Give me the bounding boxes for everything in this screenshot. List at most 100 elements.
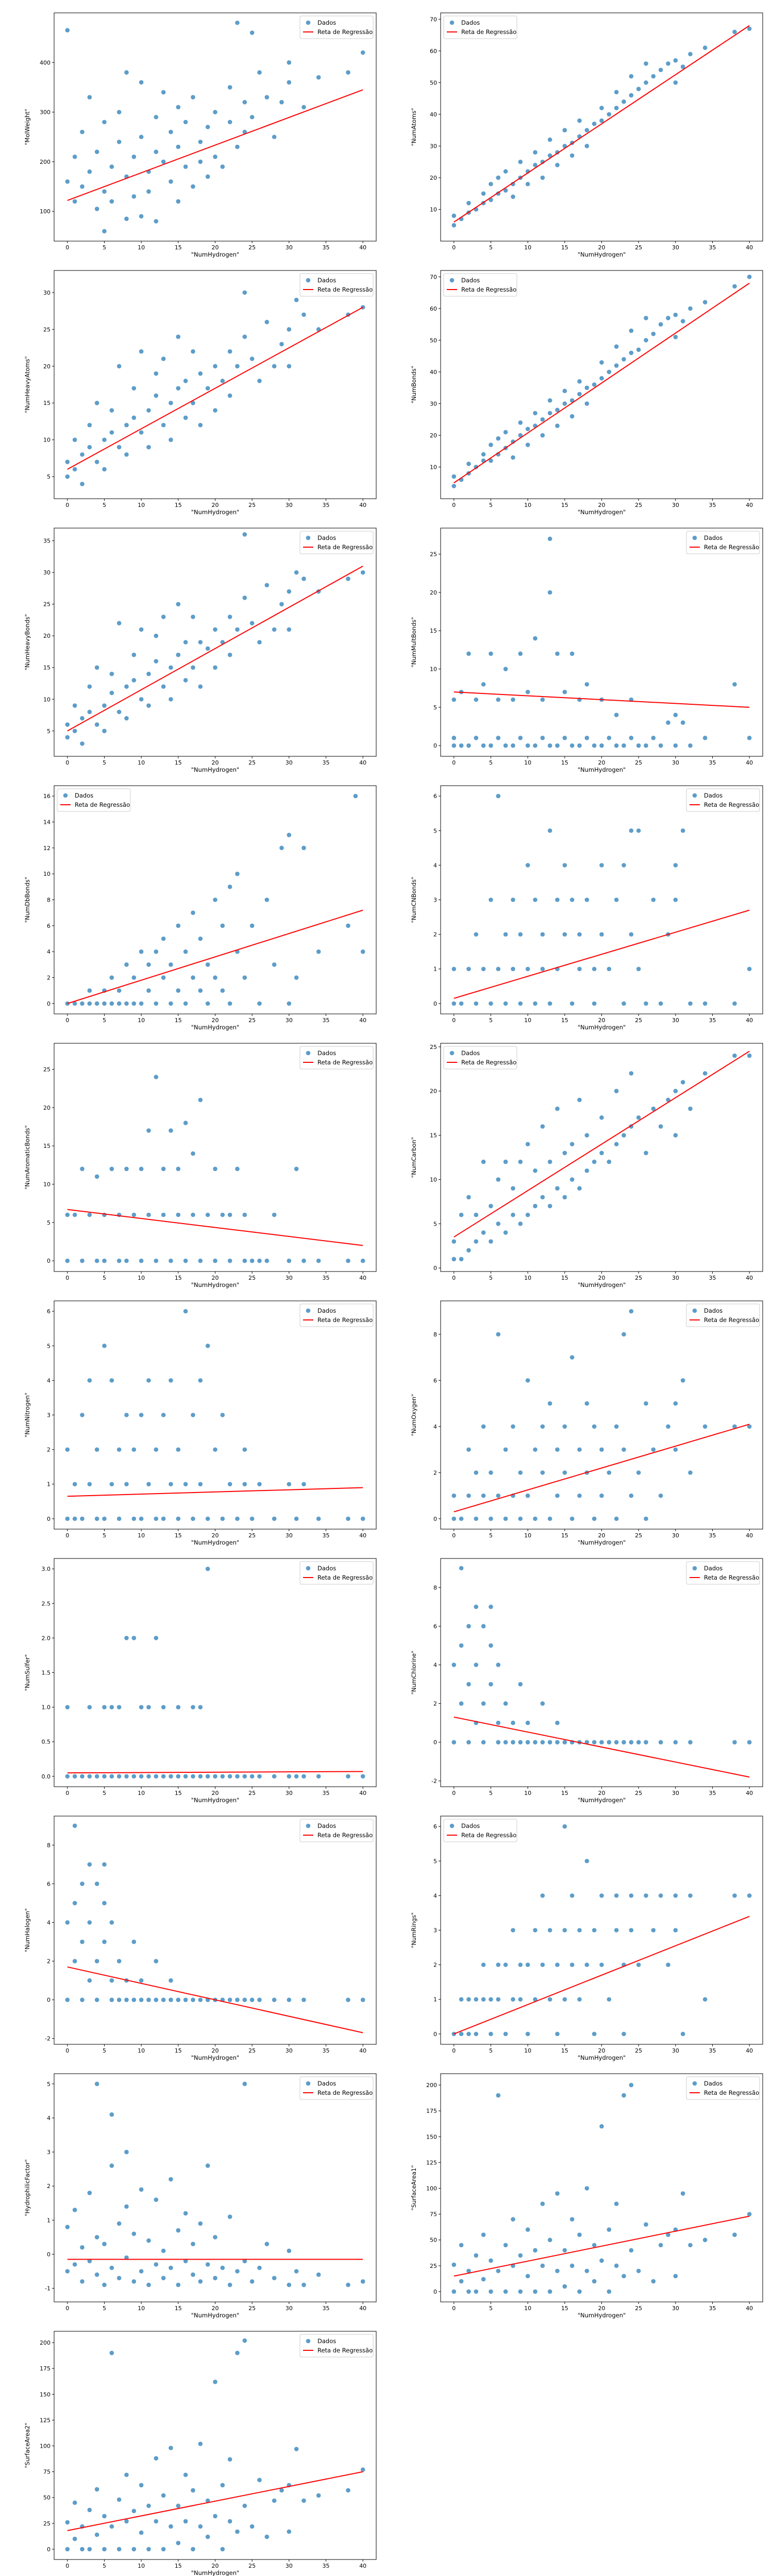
legend-marker-dados [306, 535, 311, 540]
y-tick-label: 20 [43, 1105, 51, 1111]
data-point [220, 2483, 225, 2487]
data-point [540, 433, 545, 438]
x-axis-label: "NumHydrogen" [578, 766, 626, 773]
data-point [688, 1106, 693, 1111]
data-point [72, 1516, 77, 1521]
data-point [644, 1150, 648, 1156]
data-point [169, 1258, 173, 1263]
legend-label-dados: Dados [75, 792, 93, 799]
x-tick-label: 20 [212, 1790, 219, 1797]
data-point [451, 1239, 457, 1244]
data-point [614, 713, 619, 718]
data-point [198, 1258, 203, 1263]
data-point [577, 1097, 582, 1103]
legend-marker-dados [306, 1566, 311, 1571]
x-tick-label: 5 [103, 759, 106, 766]
data-point [540, 175, 545, 180]
data-point [673, 743, 678, 748]
data-point [511, 194, 515, 199]
x-tick-label: 5 [103, 2047, 106, 2054]
data-point [489, 2289, 493, 2294]
data-point [242, 1997, 247, 2002]
data-point [466, 1682, 471, 1687]
data-point [511, 455, 515, 460]
data-point [176, 2228, 181, 2233]
data-point [518, 1001, 523, 1006]
legend-label-dados: Dados [704, 2080, 722, 2087]
data-point [481, 1962, 486, 1967]
data-point [102, 2547, 107, 2552]
y-tick-label: 50 [43, 2495, 51, 2501]
data-point [94, 665, 99, 670]
data-point [569, 2217, 575, 2222]
data-point [555, 2031, 560, 2037]
data-point [287, 327, 292, 332]
data-point [72, 1212, 77, 1217]
data-point [109, 1774, 114, 1779]
data-point [489, 458, 493, 463]
y-tick-label: 0 [47, 1516, 51, 1522]
data-point [198, 371, 203, 376]
x-tick-label: 10 [524, 1275, 531, 1281]
data-point [511, 1720, 515, 1725]
data-point [183, 1258, 188, 1263]
data-point [242, 2081, 247, 2087]
data-point [577, 1186, 582, 1191]
data-point [533, 1740, 537, 1744]
data-point [540, 1470, 545, 1475]
data-point [481, 1424, 486, 1429]
data-point [287, 60, 292, 65]
data-point [191, 1212, 195, 1217]
data-point [257, 1258, 262, 1263]
x-axis-label: "NumHydrogen" [191, 251, 240, 258]
data-point [599, 360, 604, 365]
data-point [205, 386, 210, 391]
x-tick-label: 15 [561, 2305, 568, 2312]
legend-label-dados: Dados [317, 1049, 336, 1057]
data-point [139, 1001, 144, 1006]
data-point [489, 1604, 493, 1609]
x-tick-label: 15 [175, 1790, 182, 1797]
data-point [242, 100, 247, 105]
data-point [584, 682, 590, 687]
data-point [65, 1774, 70, 1779]
y-tick-label: 175 [426, 2108, 437, 2114]
data-point [198, 1997, 203, 2002]
y-tick-label: 1.5 [42, 1670, 51, 1676]
y-tick-label: 25 [43, 601, 51, 608]
data-point [102, 2242, 107, 2246]
data-point [481, 743, 486, 748]
x-tick-label: 0 [65, 2563, 69, 2569]
data-point [109, 2163, 114, 2168]
data-point [154, 114, 159, 120]
data-point [94, 1774, 99, 1779]
data-point [87, 2259, 92, 2263]
data-point [191, 1516, 195, 1521]
data-point [176, 2540, 181, 2546]
y-tick-label: 1.0 [42, 1704, 51, 1711]
data-point [540, 1195, 545, 1200]
data-point [680, 1080, 685, 1084]
scatter-chart: 0 5 10 15 20 25 30 35 400246810121416"NumHydroge… [24, 785, 377, 1031]
data-point [629, 1893, 634, 1898]
x-axis-label: "NumHydrogen" [191, 509, 240, 516]
data-point [599, 863, 604, 868]
data-point [301, 1997, 306, 2002]
x-tick-label: 40 [359, 502, 366, 509]
data-point [242, 596, 247, 600]
data-point [562, 1928, 567, 1933]
data-point [533, 150, 537, 155]
data-point [547, 1401, 552, 1406]
data-point [80, 1166, 85, 1172]
y-tick-label: 10 [43, 1181, 51, 1188]
scatter-panel: 0 5 10 15 20 25 30 35 40 0 1 2 3 4 5 6 "NumHydrogen" "Num… [0, 1288, 386, 1546]
data-point [688, 743, 693, 748]
data-point [540, 1740, 545, 1744]
data-point [503, 188, 508, 193]
legend-label-regression: Reta de Regressão [704, 544, 759, 551]
x-tick-label: 25 [248, 2047, 256, 2054]
data-point [301, 105, 306, 110]
data-point [139, 1997, 144, 2002]
data-point [154, 2519, 159, 2524]
data-point [346, 1774, 350, 1779]
